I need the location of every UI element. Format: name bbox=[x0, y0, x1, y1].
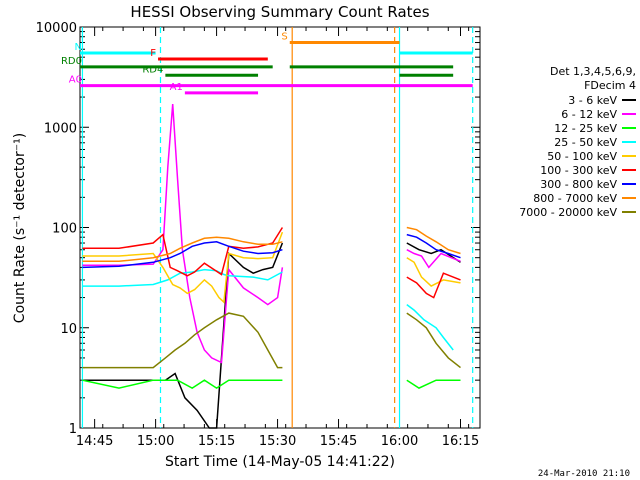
flag-label: S bbox=[281, 32, 287, 43]
legend-items: 3 - 6 keV 6 - 12 keV 12 - 25 keV 25 - 50 ke… bbox=[486, 93, 636, 219]
legend-label: 25 - 50 keV bbox=[554, 135, 617, 149]
x-tick-label: 15:00 bbox=[137, 434, 174, 449]
legend-swatch bbox=[622, 99, 636, 101]
legend-item: 100 - 300 keV bbox=[486, 163, 636, 177]
legend-item: 3 - 6 keV bbox=[486, 93, 636, 107]
series-line bbox=[406, 312, 461, 369]
legend-item: 12 - 25 keV bbox=[486, 121, 636, 135]
series-line bbox=[82, 379, 283, 389]
flag-label: A0 bbox=[69, 75, 82, 86]
x-tick-label: 15:30 bbox=[259, 434, 296, 449]
legend: Det 1,3,4,5,6,9, FDecim 4 3 - 6 keV 6 - 1… bbox=[486, 65, 636, 219]
series-line bbox=[406, 226, 461, 255]
legend-swatch bbox=[622, 169, 636, 171]
timestamp: 24-Mar-2010 21:10 bbox=[538, 469, 630, 479]
legend-swatch bbox=[622, 155, 636, 157]
y-tick-label: 10000 bbox=[36, 21, 77, 36]
legend-swatch bbox=[622, 113, 636, 115]
series-line bbox=[406, 379, 461, 389]
x-tick-label: 15:45 bbox=[320, 434, 357, 449]
y-tick-label: 1 bbox=[69, 422, 77, 437]
chart-title: HESSI Observing Summary Count Rates bbox=[130, 3, 429, 21]
series-line bbox=[406, 249, 461, 269]
series-line bbox=[406, 272, 461, 299]
legend-label: 50 - 100 keV bbox=[547, 149, 617, 163]
legend-swatch bbox=[622, 211, 636, 213]
flag-label: F bbox=[150, 48, 156, 59]
legend-header-1: Det 1,3,4,5,6,9, bbox=[549, 65, 636, 78]
legend-label: 300 - 800 keV bbox=[540, 177, 617, 191]
x-tick-label: 15:15 bbox=[198, 434, 235, 449]
legend-label: 6 - 12 keV bbox=[561, 107, 617, 121]
flag-label: N bbox=[75, 42, 82, 53]
y-tick-label: 1000 bbox=[44, 121, 77, 136]
plot-area: 1 10 100 1000 10000 14:45 15:00 15:15 15:30 15:45… bbox=[36, 21, 481, 449]
series-line bbox=[82, 242, 284, 429]
legend-item: 6 - 12 keV bbox=[486, 107, 636, 121]
legend-swatch bbox=[622, 127, 636, 129]
legend-header-2: FDecim 4 bbox=[584, 79, 636, 92]
x-tick-label: 14:45 bbox=[76, 434, 113, 449]
legend-swatch bbox=[622, 197, 636, 199]
series-line bbox=[82, 268, 283, 287]
y-tick-label: 100 bbox=[52, 222, 77, 237]
flag-label: RD4 bbox=[142, 64, 163, 75]
legend-label: 12 - 25 keV bbox=[554, 121, 617, 135]
legend-item: 800 - 7000 keV bbox=[486, 191, 636, 205]
series-line bbox=[406, 304, 454, 351]
series-line bbox=[82, 231, 284, 304]
flag-label: A1 bbox=[170, 82, 183, 93]
legend-item: 25 - 50 keV bbox=[486, 135, 636, 149]
series-line bbox=[82, 104, 284, 364]
y-axis-label: Count Rate (s⁻¹ detector⁻¹) bbox=[12, 133, 28, 323]
x-tick-label: 16:00 bbox=[381, 434, 418, 449]
flag-label: RD0 bbox=[61, 56, 82, 67]
legend-label: 3 - 6 keV bbox=[568, 93, 617, 107]
legend-label: 7000 - 20000 keV bbox=[519, 205, 617, 219]
legend-swatch bbox=[622, 141, 636, 143]
series-line bbox=[82, 236, 283, 263]
legend-swatch bbox=[622, 183, 636, 185]
series-line bbox=[406, 257, 461, 288]
series-line bbox=[82, 241, 283, 269]
legend-label: 800 - 7000 keV bbox=[533, 191, 617, 205]
series-line bbox=[82, 227, 284, 277]
legend-item: 300 - 800 keV bbox=[486, 177, 636, 191]
series-line bbox=[82, 312, 283, 369]
series-line bbox=[406, 233, 461, 259]
series-line bbox=[406, 242, 461, 263]
x-axis-label: Start Time (14-May-05 14:41:22) bbox=[165, 454, 395, 470]
legend-label: 100 - 300 keV bbox=[540, 163, 617, 177]
legend-item: 50 - 100 keV bbox=[486, 149, 636, 163]
y-tick-label: 10 bbox=[60, 322, 77, 337]
x-tick-label: 16:15 bbox=[442, 434, 479, 449]
legend-item: 7000 - 20000 keV bbox=[486, 205, 636, 219]
